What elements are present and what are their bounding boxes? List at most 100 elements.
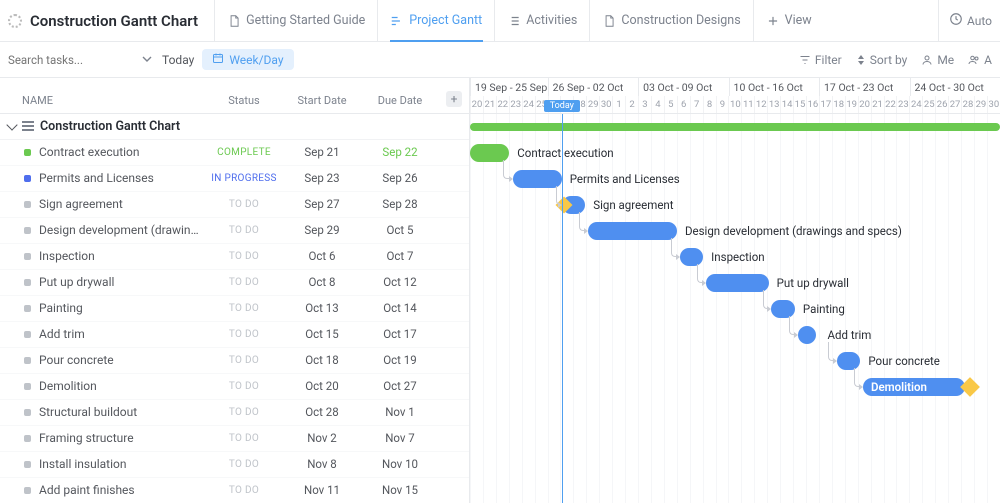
task-due-date[interactable]: Nov 15 (361, 483, 439, 497)
task-due-date[interactable]: Oct 17 (361, 327, 439, 341)
gantt-bar[interactable] (513, 170, 561, 188)
day-header[interactable]: 4 (651, 96, 664, 113)
gantt-bar[interactable] (706, 274, 769, 292)
task-start-date[interactable]: Nov 11 (283, 483, 361, 497)
day-header[interactable]: 19 (845, 96, 858, 113)
task-status[interactable]: TO DO (205, 459, 283, 470)
task-status[interactable]: COMPLETE (205, 147, 283, 158)
col-name-header[interactable]: NAME (0, 94, 205, 107)
day-header[interactable]: 5 (664, 96, 677, 113)
assignee-filter[interactable]: A (968, 53, 992, 67)
table-row[interactable]: Pour concreteTO DOOct 18Oct 19 (0, 348, 469, 374)
sort-button[interactable]: Sort by (856, 53, 908, 67)
gantt-bar[interactable] (470, 144, 509, 162)
week-header[interactable]: 03 Oct - 09 Oct (638, 78, 728, 96)
task-start-date[interactable]: Oct 15 (283, 327, 361, 341)
day-header[interactable]: 8 (703, 96, 716, 113)
day-header[interactable]: 3 (638, 96, 651, 113)
task-status[interactable]: IN PROGRESS (205, 173, 283, 184)
day-header[interactable]: 30 (599, 96, 612, 113)
gantt-bar[interactable] (588, 222, 677, 240)
table-row[interactable]: Add paint finishesTO DONov 11Nov 15 (0, 478, 469, 503)
task-due-date[interactable]: Oct 27 (361, 379, 439, 393)
day-header[interactable]: 24 (909, 96, 922, 113)
day-header[interactable]: 29 (974, 96, 987, 113)
week-header[interactable]: 10 Oct - 16 Oct (729, 78, 819, 96)
day-header[interactable]: 1 (612, 96, 625, 113)
table-row[interactable]: Add trimTO DOOct 15Oct 17 (0, 322, 469, 348)
task-due-date[interactable]: Nov 7 (361, 431, 439, 445)
task-due-date[interactable]: Oct 12 (361, 275, 439, 289)
gantt-bar[interactable] (798, 326, 816, 344)
day-header[interactable]: 17 (819, 96, 832, 113)
task-status[interactable]: TO DO (205, 485, 283, 496)
col-status-header[interactable]: Status (205, 94, 283, 107)
tab-view[interactable]: View (753, 0, 824, 41)
task-start-date[interactable]: Sep 29 (283, 223, 361, 237)
task-due-date[interactable]: Oct 5 (361, 223, 439, 237)
table-row[interactable]: PaintingTO DOOct 13Oct 14 (0, 296, 469, 322)
filter-button[interactable]: Filter (799, 53, 842, 67)
table-row[interactable]: Install insulationTO DONov 8Nov 10 (0, 452, 469, 478)
day-header[interactable]: 27 (948, 96, 961, 113)
day-header[interactable]: 29 (586, 96, 599, 113)
task-status[interactable]: TO DO (205, 277, 283, 288)
group-header[interactable]: Construction Gantt Chart (0, 114, 469, 140)
task-status[interactable]: TO DO (205, 381, 283, 392)
table-row[interactable]: Structural buildoutTO DOOct 28Nov 1 (0, 400, 469, 426)
task-start-date[interactable]: Nov 2 (283, 431, 361, 445)
task-due-date[interactable]: Oct 19 (361, 353, 439, 367)
tab-getting-started-guide[interactable]: Getting Started Guide (214, 0, 377, 41)
day-header[interactable]: 18 (832, 96, 845, 113)
task-start-date[interactable]: Sep 23 (283, 171, 361, 185)
day-header[interactable]: 22 (496, 96, 509, 113)
day-header[interactable]: 15 (793, 96, 806, 113)
day-header[interactable]: 12 (754, 96, 767, 113)
table-row[interactable]: Design development (drawings an...TO DOS… (0, 218, 469, 244)
task-start-date[interactable]: Sep 27 (283, 197, 361, 211)
task-start-date[interactable]: Oct 28 (283, 405, 361, 419)
task-status[interactable]: TO DO (205, 433, 283, 444)
table-row[interactable]: Framing structureTO DONov 2Nov 7 (0, 426, 469, 452)
group-summary-bar[interactable] (470, 123, 1000, 131)
me-filter[interactable]: Me (921, 53, 954, 67)
day-header[interactable]: 9 (716, 96, 729, 113)
day-header[interactable]: 14 (780, 96, 793, 113)
table-row[interactable]: DemolitionTO DOOct 20Oct 27 (0, 374, 469, 400)
day-header[interactable]: 24 (522, 96, 535, 113)
week-header[interactable]: 17 Oct - 23 Oct (819, 78, 909, 96)
day-header[interactable]: 21 (483, 96, 496, 113)
task-status[interactable]: TO DO (205, 407, 283, 418)
gantt-bar[interactable] (837, 352, 861, 370)
day-header[interactable]: 20 (858, 96, 871, 113)
task-status[interactable]: TO DO (205, 303, 283, 314)
table-row[interactable]: Sign agreementTO DOSep 27Sep 28 (0, 192, 469, 218)
day-header[interactable]: 11 (741, 96, 754, 113)
gantt-bar[interactable] (562, 196, 586, 214)
task-due-date[interactable]: Oct 7 (361, 249, 439, 263)
day-header[interactable]: 6 (677, 96, 690, 113)
task-start-date[interactable]: Oct 18 (283, 353, 361, 367)
task-status[interactable]: TO DO (205, 355, 283, 366)
day-header[interactable]: 21 (871, 96, 884, 113)
gantt-bar[interactable] (771, 300, 795, 318)
task-status[interactable]: TO DO (205, 199, 283, 210)
task-status[interactable]: TO DO (205, 251, 283, 262)
task-start-date[interactable]: Sep 21 (283, 145, 361, 159)
task-due-date[interactable]: Sep 28 (361, 197, 439, 211)
col-due-header[interactable]: Due Date (361, 94, 439, 107)
task-start-date[interactable]: Oct 20 (283, 379, 361, 393)
day-header[interactable]: 23 (896, 96, 909, 113)
range-toggle[interactable]: Week/Day (202, 49, 293, 70)
day-header[interactable]: 28 (961, 96, 974, 113)
tab-construction-designs[interactable]: Construction Designs (589, 0, 752, 41)
table-row[interactable]: Contract executionCOMPLETESep 21Sep 22 (0, 140, 469, 166)
day-header[interactable]: 2 (625, 96, 638, 113)
task-due-date[interactable]: Oct 14 (361, 301, 439, 315)
task-start-date[interactable]: Oct 8 (283, 275, 361, 289)
day-header[interactable]: 26 (935, 96, 948, 113)
task-start-date[interactable]: Nov 8 (283, 457, 361, 471)
day-header[interactable]: 30 (987, 96, 1000, 113)
gantt-timeline[interactable]: 19 Sep - 25 Sep26 Sep - 02 Oct03 Oct - 0… (470, 78, 1000, 503)
task-due-date[interactable]: Nov 10 (361, 457, 439, 471)
